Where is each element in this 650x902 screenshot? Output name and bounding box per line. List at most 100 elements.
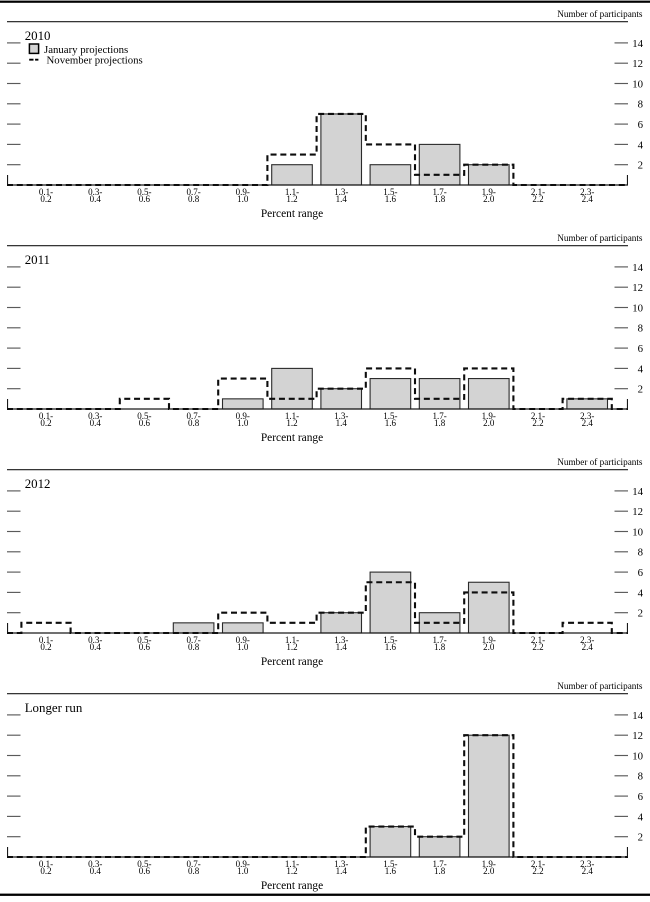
svg-text:0.4: 0.4 [90, 642, 102, 652]
svg-text:2012: 2012 [25, 477, 51, 491]
svg-text:1.4: 1.4 [336, 194, 348, 204]
svg-text:2.4: 2.4 [582, 194, 594, 204]
svg-text:8: 8 [638, 771, 643, 783]
svg-text:2.1-: 2.1- [531, 859, 545, 869]
svg-text:6: 6 [638, 343, 644, 355]
svg-text:12: 12 [632, 506, 643, 518]
svg-text:0.2: 0.2 [40, 866, 51, 876]
svg-text:2: 2 [638, 384, 643, 396]
svg-text:0.9-: 0.9- [236, 187, 250, 197]
svg-text:1.4: 1.4 [336, 866, 348, 876]
svg-text:12: 12 [632, 58, 643, 70]
svg-text:2.4: 2.4 [582, 866, 594, 876]
svg-text:2.0: 2.0 [483, 642, 495, 652]
svg-text:2: 2 [638, 608, 643, 620]
svg-text:0.8: 0.8 [188, 866, 200, 876]
svg-text:Percent range: Percent range [261, 656, 323, 668]
svg-text:Number of participants: Number of participants [557, 457, 643, 467]
svg-text:1.0: 1.0 [237, 418, 249, 428]
svg-text:Longer run: Longer run [25, 701, 83, 715]
svg-text:0.6: 0.6 [139, 642, 151, 652]
svg-text:2011: 2011 [25, 253, 50, 267]
svg-text:2.2: 2.2 [532, 642, 543, 652]
svg-text:1.0: 1.0 [237, 642, 249, 652]
svg-text:1.7-: 1.7- [432, 859, 446, 869]
svg-text:2.3-: 2.3- [580, 859, 594, 869]
svg-text:0.2: 0.2 [40, 418, 51, 428]
svg-text:0.7-: 0.7- [186, 411, 200, 421]
svg-text:1.2: 1.2 [286, 866, 297, 876]
svg-text:2.3-: 2.3- [580, 411, 594, 421]
svg-text:1.7-: 1.7- [432, 187, 446, 197]
svg-text:12: 12 [632, 730, 643, 742]
svg-text:1.3-: 1.3- [334, 635, 348, 645]
svg-text:0.2: 0.2 [40, 194, 51, 204]
svg-text:1.5-: 1.5- [383, 187, 397, 197]
svg-text:2: 2 [638, 160, 643, 172]
svg-text:1.1-: 1.1- [285, 411, 299, 421]
svg-text:1.6: 1.6 [385, 418, 397, 428]
svg-text:4: 4 [638, 811, 644, 823]
svg-text:2.0: 2.0 [483, 194, 495, 204]
svg-text:1.7-: 1.7- [432, 411, 446, 421]
svg-text:1.5-: 1.5- [383, 635, 397, 645]
svg-text:November projections: November projections [47, 54, 143, 66]
svg-text:1.2: 1.2 [286, 194, 297, 204]
svg-text:0.9-: 0.9- [236, 635, 250, 645]
svg-text:0.4: 0.4 [90, 418, 102, 428]
svg-text:2.0: 2.0 [483, 418, 495, 428]
svg-text:0.4: 0.4 [90, 866, 102, 876]
svg-text:1.1-: 1.1- [285, 635, 299, 645]
svg-text:1.7-: 1.7- [432, 635, 446, 645]
svg-text:0.5-: 0.5- [137, 411, 151, 421]
svg-text:Number of participants: Number of participants [557, 233, 643, 243]
svg-text:1.6: 1.6 [385, 642, 397, 652]
svg-text:0.6: 0.6 [139, 194, 151, 204]
svg-text:2.1-: 2.1- [531, 411, 545, 421]
svg-text:2.4: 2.4 [582, 642, 594, 652]
svg-text:0.6: 0.6 [139, 866, 151, 876]
svg-text:0.3-: 0.3- [88, 187, 102, 197]
svg-text:Number of participants: Number of participants [557, 681, 643, 691]
svg-text:8: 8 [638, 99, 643, 111]
svg-text:Percent range: Percent range [261, 880, 323, 892]
svg-text:2: 2 [638, 832, 643, 844]
svg-text:1.3-: 1.3- [334, 859, 348, 869]
svg-text:2.2: 2.2 [532, 866, 543, 876]
svg-text:0.1-: 0.1- [39, 411, 53, 421]
svg-text:14: 14 [632, 262, 643, 274]
svg-text:1.8: 1.8 [434, 642, 446, 652]
svg-text:2.4: 2.4 [582, 418, 594, 428]
svg-text:8: 8 [638, 547, 643, 559]
svg-text:6: 6 [638, 119, 644, 131]
svg-text:8: 8 [638, 323, 643, 335]
svg-text:1.1-: 1.1- [285, 859, 299, 869]
svg-text:0.3-: 0.3- [88, 859, 102, 869]
svg-text:0.1-: 0.1- [39, 187, 53, 197]
svg-text:0.7-: 0.7- [186, 635, 200, 645]
svg-text:10: 10 [632, 302, 643, 314]
svg-text:1.9-: 1.9- [482, 411, 496, 421]
svg-text:1.5-: 1.5- [383, 859, 397, 869]
svg-text:2.0: 2.0 [483, 866, 495, 876]
svg-text:Number of participants: Number of participants [557, 9, 643, 19]
svg-text:6: 6 [638, 567, 644, 579]
svg-text:2.3-: 2.3- [580, 635, 594, 645]
svg-text:0.8: 0.8 [188, 642, 200, 652]
svg-text:1.2: 1.2 [286, 418, 297, 428]
svg-text:0.2: 0.2 [40, 642, 51, 652]
svg-text:1.0: 1.0 [237, 866, 249, 876]
svg-text:0.5-: 0.5- [137, 635, 151, 645]
svg-text:0.5-: 0.5- [137, 187, 151, 197]
svg-text:1.6: 1.6 [385, 866, 397, 876]
svg-text:0.8: 0.8 [188, 418, 200, 428]
svg-text:0.8: 0.8 [188, 194, 200, 204]
svg-text:1.6: 1.6 [385, 194, 397, 204]
svg-text:10: 10 [632, 750, 643, 762]
svg-text:1.8: 1.8 [434, 418, 446, 428]
svg-text:0.4: 0.4 [90, 194, 102, 204]
svg-text:1.8: 1.8 [434, 866, 446, 876]
svg-text:1.2: 1.2 [286, 642, 297, 652]
svg-text:0.1-: 0.1- [39, 859, 53, 869]
svg-text:0.9-: 0.9- [236, 859, 250, 869]
